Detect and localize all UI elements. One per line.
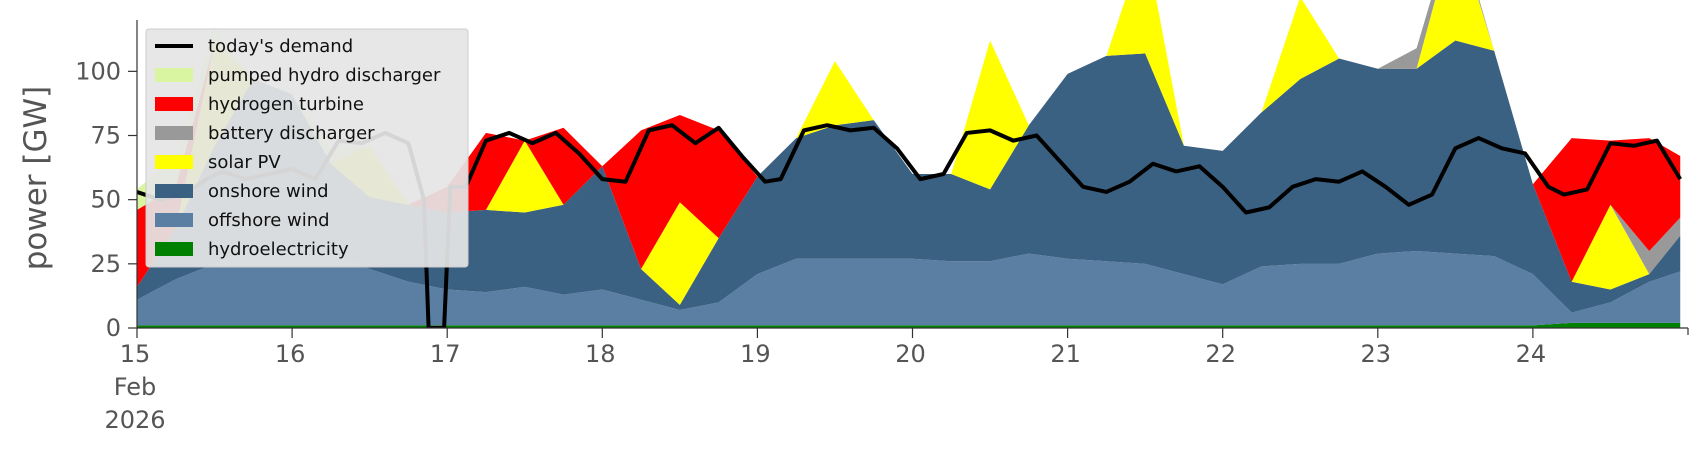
legend-label: onshore wind <box>208 181 329 202</box>
y-tick-label: 25 <box>90 250 121 278</box>
x-tick-label: 16 <box>275 340 306 368</box>
stacked-areas <box>137 0 1681 328</box>
x-tick-label: 23 <box>1361 340 1392 368</box>
y-tick-label: 100 <box>75 57 121 85</box>
legend-label: battery discharger <box>208 123 375 144</box>
area-onshore-wind <box>137 40 1681 313</box>
area-solar-pv <box>137 0 1681 305</box>
area-hydroelectricity <box>137 322 1681 328</box>
x-tick-label: Feb <box>114 373 157 401</box>
legend-swatch <box>155 242 193 256</box>
x-tick-label: 22 <box>1205 340 1236 368</box>
legend-swatch <box>155 213 193 227</box>
legend-item-today-s-demand: today's demand <box>155 36 353 57</box>
y-tick-label: 0 <box>106 314 121 342</box>
legend-item-offshore-wind: offshore wind <box>155 210 330 231</box>
legend-swatch <box>155 68 193 82</box>
x-tick-label: 19 <box>740 340 771 368</box>
x-tick-label: 20 <box>895 340 926 368</box>
legend-item-pumped-hydro-discharger: pumped hydro discharger <box>155 65 441 86</box>
x-tick-label: 2026 <box>104 406 165 434</box>
y-tick-label: 75 <box>90 122 121 150</box>
legend-label: hydrogen turbine <box>208 94 364 115</box>
legend-swatch <box>155 126 193 140</box>
x-tick-label: 21 <box>1050 340 1081 368</box>
y-tick-label: 50 <box>90 186 121 214</box>
y-axis-label: power [GW] <box>18 86 54 271</box>
legend-label: hydroelectricity <box>208 239 349 260</box>
legend-item-hydroelectricity: hydroelectricity <box>155 239 349 260</box>
legend-label: today's demand <box>208 36 353 57</box>
x-tick-label: 17 <box>430 340 461 368</box>
legend-box <box>145 28 469 268</box>
area-offshore-wind <box>137 245 1681 326</box>
legend-swatch <box>155 155 193 169</box>
x-tick-label: 24 <box>1516 340 1547 368</box>
legend-label: pumped hydro discharger <box>208 65 441 86</box>
x-tick-label: 15 <box>120 340 151 368</box>
legend-label: solar PV <box>208 152 281 173</box>
legend-item-battery-discharger: battery discharger <box>155 123 375 144</box>
legend-item-onshore-wind: onshore wind <box>155 181 329 202</box>
legend-swatch <box>155 97 193 111</box>
legend-item-solar-pv: solar PV <box>155 152 281 173</box>
legend-swatch <box>155 184 193 198</box>
axes: 0 25 50 75 100 power [GW] 15 Feb 2026 16 17 18 19 20 2… <box>18 20 1689 434</box>
legend: today's demand pumped hydro discharger hyd… <box>145 28 469 268</box>
legend-label: offshore wind <box>208 210 330 231</box>
x-tick-label: 18 <box>585 340 616 368</box>
legend-item-hydrogen-turbine: hydrogen turbine <box>155 94 364 115</box>
